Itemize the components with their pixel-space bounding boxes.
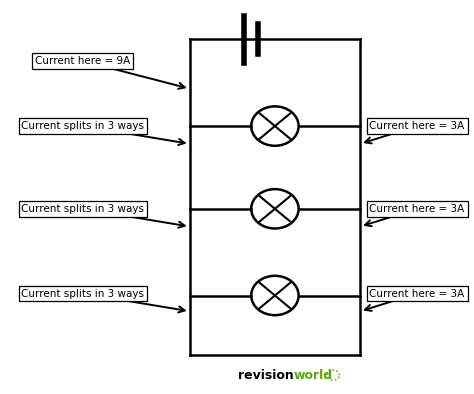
Text: Current here = 3A: Current here = 3A <box>370 204 465 214</box>
Text: Current splits in 3 ways: Current splits in 3 ways <box>21 204 145 214</box>
Text: Current splits in 3 ways: Current splits in 3 ways <box>21 288 145 299</box>
Text: world: world <box>294 369 333 382</box>
Text: revision: revision <box>238 369 294 382</box>
Text: Current here = 3A: Current here = 3A <box>370 121 465 131</box>
Text: Current splits in 3 ways: Current splits in 3 ways <box>21 121 145 131</box>
Text: Current here = 3A: Current here = 3A <box>370 288 465 299</box>
Text: Current here = 9A: Current here = 9A <box>36 56 130 66</box>
